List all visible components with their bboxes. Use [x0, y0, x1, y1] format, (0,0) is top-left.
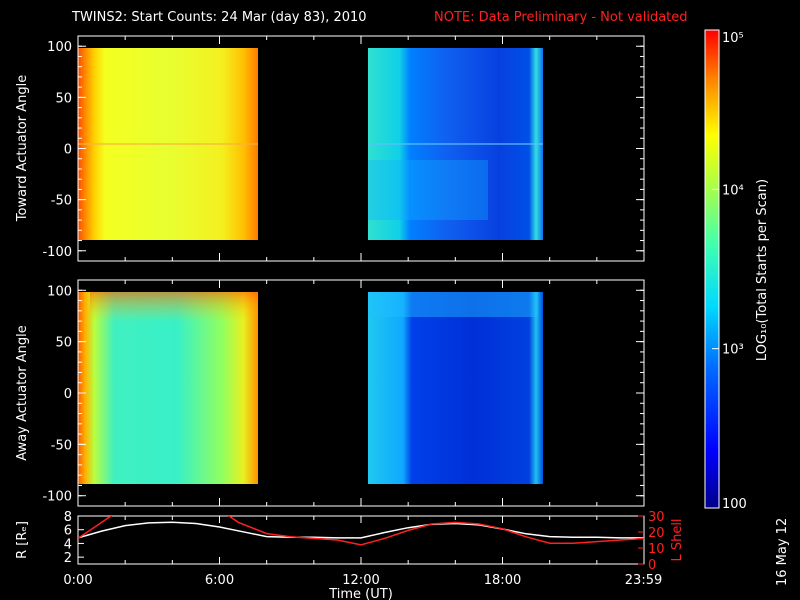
time-xlabel: Time (UT)	[328, 587, 393, 600]
toward-ytick-label: 0	[64, 143, 72, 158]
colorbar-tick-label: 100	[722, 497, 747, 512]
away-block-2-top-band	[368, 292, 538, 317]
colorbar-gradient	[704, 29, 720, 509]
date-stamp: 16 May 12	[775, 518, 790, 586]
colorbar: LOG₁₀(Total Starts per Scan) 10⁵ 10⁴ 10³ 10…	[704, 29, 770, 512]
time-xtick-label: 0:00	[63, 573, 92, 588]
time-xtick-label: 18:00	[484, 573, 521, 588]
colorbar-tick-label: 10⁵	[722, 31, 744, 46]
toward-ytick-label: -50	[51, 194, 72, 209]
orbit-ytick-right-label: 10	[648, 542, 665, 557]
orbit-ytick-right-label: 30	[648, 510, 665, 525]
toward-ytick-label: -100	[42, 245, 72, 260]
preliminary-note: NOTE: Data Preliminary - Not validated	[434, 10, 688, 25]
away-block-2	[368, 292, 543, 484]
toward-block-2-lighter-region	[368, 160, 488, 220]
time-xtick-label: 23:59	[625, 573, 662, 588]
orbit-ytick-label: 4	[64, 537, 72, 552]
away-panel	[77, 279, 645, 507]
radius-line	[78, 521, 644, 539]
away-ytick-label: -100	[42, 490, 72, 505]
orbit-ylabel: R [Rₑ]	[15, 521, 30, 559]
time-xtick-label: 6:00	[205, 573, 234, 588]
away-ylabel: Away Actuator Angle	[15, 325, 30, 460]
orbit-ytick-right-label: 0	[648, 558, 656, 573]
orbit-ytick-label: 2	[64, 551, 72, 566]
orbit-ytick-label: 6	[64, 524, 72, 539]
away-ytick-label: -50	[51, 438, 72, 453]
chart-title: TWINS2: Start Counts: 24 Mar (day 83), 2…	[71, 10, 367, 25]
away-block-1-top-band	[90, 292, 258, 322]
toward-ytick-label: 100	[47, 40, 72, 55]
away-ytick-label: 0	[64, 387, 72, 402]
away-ytick-label: 100	[47, 284, 72, 299]
away-ytick-label: 50	[55, 336, 72, 351]
toward-ytick-label: 50	[55, 91, 72, 106]
colorbar-tick-label: 10³	[722, 343, 744, 358]
away-block-1	[78, 292, 258, 484]
toward-ylabel: Toward Actuator Angle	[15, 75, 30, 222]
toward-panel	[77, 35, 645, 262]
orbit-ylabel-right: L Shell	[670, 518, 685, 561]
time-xtick-label: 12:00	[342, 573, 379, 588]
lshell-line	[78, 516, 644, 546]
colorbar-label: LOG₁₀(Total Starts per Scan)	[755, 179, 770, 361]
orbit-ytick-right-label: 20	[648, 526, 665, 541]
orbit-ytick-label: 8	[64, 510, 72, 525]
colorbar-tick-label: 10⁴	[722, 183, 744, 198]
